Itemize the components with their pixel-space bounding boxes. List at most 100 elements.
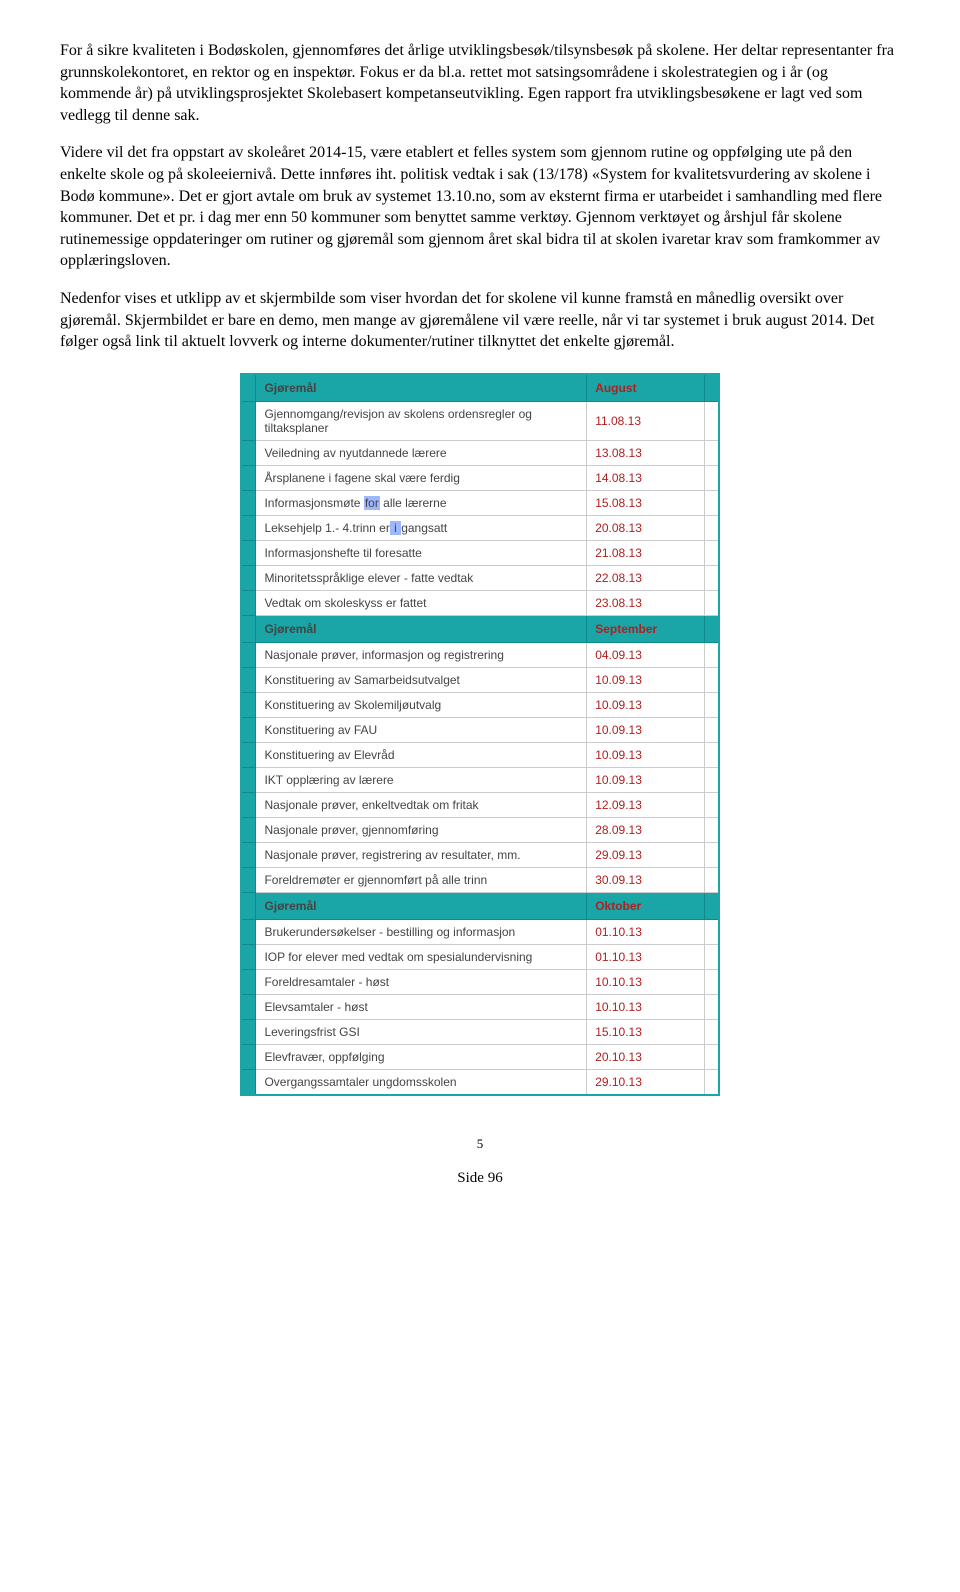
row-lead xyxy=(241,540,256,565)
row-lead xyxy=(241,994,256,1019)
row-trail xyxy=(704,842,719,867)
row-date: 11.08.13 xyxy=(587,401,704,440)
row-task: Elevfravær, oppfølging xyxy=(256,1044,587,1069)
row-lead xyxy=(241,969,256,994)
row-date: 10.09.13 xyxy=(587,717,704,742)
row-date: 20.08.13 xyxy=(587,515,704,540)
row-lead xyxy=(241,692,256,717)
row-task: Nasjonale prøver, gjennomføring xyxy=(256,817,587,842)
row-date: 29.09.13 xyxy=(587,842,704,867)
row-date: 28.09.13 xyxy=(587,817,704,842)
row-task: Nasjonale prøver, informasjon og registr… xyxy=(256,642,587,667)
row-date: 20.10.13 xyxy=(587,1044,704,1069)
table-row: IKT opplæring av lærere10.09.13 xyxy=(241,767,719,792)
row-task: Overgangssamtaler ungdomsskolen xyxy=(256,1069,587,1095)
table-row: Nasjonale prøver, informasjon og registr… xyxy=(241,642,719,667)
header-month: September xyxy=(587,615,704,642)
row-date: 10.09.13 xyxy=(587,767,704,792)
row-date: 13.08.13 xyxy=(587,440,704,465)
screenshot-table-wrap: GjøremålAugustGjennomgang/revisjon av sk… xyxy=(60,373,900,1096)
row-task: Informasjonshefte til foresatte xyxy=(256,540,587,565)
row-lead xyxy=(241,1019,256,1044)
row-date: 10.10.13 xyxy=(587,994,704,1019)
header-lead xyxy=(241,892,256,919)
row-task: Brukerundersøkelser - bestilling og info… xyxy=(256,919,587,944)
row-lead xyxy=(241,667,256,692)
row-trail xyxy=(704,565,719,590)
paragraph-3: Nedenfor vises et utklipp av et skjermbi… xyxy=(60,288,900,353)
row-trail xyxy=(704,440,719,465)
header-trail xyxy=(704,615,719,642)
table-row: Leveringsfrist GSI15.10.13 xyxy=(241,1019,719,1044)
header-task: Gjøremål xyxy=(256,615,587,642)
row-trail xyxy=(704,540,719,565)
row-date: 12.09.13 xyxy=(587,792,704,817)
row-task: Leksehjelp 1.- 4.trinn er i gangsatt xyxy=(256,515,587,540)
row-task: Elevsamtaler - høst xyxy=(256,994,587,1019)
row-date: 14.08.13 xyxy=(587,465,704,490)
table-row: Minoritetsspråklige elever - fatte vedta… xyxy=(241,565,719,590)
header-month: Oktober xyxy=(587,892,704,919)
row-trail xyxy=(704,1069,719,1095)
row-lead xyxy=(241,867,256,892)
table-row: Gjennomgang/revisjon av skolens ordensre… xyxy=(241,401,719,440)
row-task: Gjennomgang/revisjon av skolens ordensre… xyxy=(256,401,587,440)
row-task: Årsplanene i fagene skal være ferdig xyxy=(256,465,587,490)
table-row: Foreldremøter er gjennomført på alle tri… xyxy=(241,867,719,892)
row-task: IKT opplæring av lærere xyxy=(256,767,587,792)
row-trail xyxy=(704,667,719,692)
row-trail xyxy=(704,692,719,717)
row-lead xyxy=(241,565,256,590)
row-trail xyxy=(704,767,719,792)
table-row: Informasjonsmøte for alle lærerne15.08.1… xyxy=(241,490,719,515)
row-trail xyxy=(704,919,719,944)
row-trail xyxy=(704,642,719,667)
row-date: 01.10.13 xyxy=(587,944,704,969)
row-trail xyxy=(704,590,719,615)
row-task: Informasjonsmøte for alle lærerne xyxy=(256,490,587,515)
row-date: 10.09.13 xyxy=(587,667,704,692)
row-trail xyxy=(704,515,719,540)
row-trail xyxy=(704,817,719,842)
table-row: Nasjonale prøver, gjennomføring28.09.13 xyxy=(241,817,719,842)
row-lead xyxy=(241,919,256,944)
table-row: Nasjonale prøver, enkeltvedtak om fritak… xyxy=(241,792,719,817)
row-lead xyxy=(241,401,256,440)
row-lead xyxy=(241,767,256,792)
row-trail xyxy=(704,465,719,490)
table-row: Årsplanene i fagene skal være ferdig14.0… xyxy=(241,465,719,490)
row-lead xyxy=(241,1069,256,1095)
section-header: GjøremålSeptember xyxy=(241,615,719,642)
table-row: IOP for elever med vedtak om spesialunde… xyxy=(241,944,719,969)
row-task: Konstituering av Skolemiljøutvalg xyxy=(256,692,587,717)
row-task: Konstituering av Elevråd xyxy=(256,742,587,767)
row-date: 04.09.13 xyxy=(587,642,704,667)
row-task: Nasjonale prøver, enkeltvedtak om fritak xyxy=(256,792,587,817)
table-row: Elevsamtaler - høst10.10.13 xyxy=(241,994,719,1019)
row-task: Konstituering av Samarbeidsutvalget xyxy=(256,667,587,692)
row-trail xyxy=(704,867,719,892)
row-date: 29.10.13 xyxy=(587,1069,704,1095)
row-lead xyxy=(241,440,256,465)
row-trail xyxy=(704,994,719,1019)
row-trail xyxy=(704,490,719,515)
row-trail xyxy=(704,1044,719,1069)
table-row: Veiledning av nyutdannede lærere13.08.13 xyxy=(241,440,719,465)
header-task: Gjøremål xyxy=(256,892,587,919)
row-trail xyxy=(704,944,719,969)
table-row: Informasjonshefte til foresatte21.08.13 xyxy=(241,540,719,565)
row-lead xyxy=(241,817,256,842)
row-lead xyxy=(241,792,256,817)
row-lead xyxy=(241,842,256,867)
row-task: Foreldresamtaler - høst xyxy=(256,969,587,994)
row-lead xyxy=(241,490,256,515)
row-lead xyxy=(241,717,256,742)
row-date: 21.08.13 xyxy=(587,540,704,565)
section-header: GjøremålAugust xyxy=(241,374,719,402)
header-task: Gjøremål xyxy=(256,374,587,402)
header-month: August xyxy=(587,374,704,402)
row-task: Foreldremøter er gjennomført på alle tri… xyxy=(256,867,587,892)
row-trail xyxy=(704,792,719,817)
row-task: IOP for elever med vedtak om spesialunde… xyxy=(256,944,587,969)
row-lead xyxy=(241,1044,256,1069)
